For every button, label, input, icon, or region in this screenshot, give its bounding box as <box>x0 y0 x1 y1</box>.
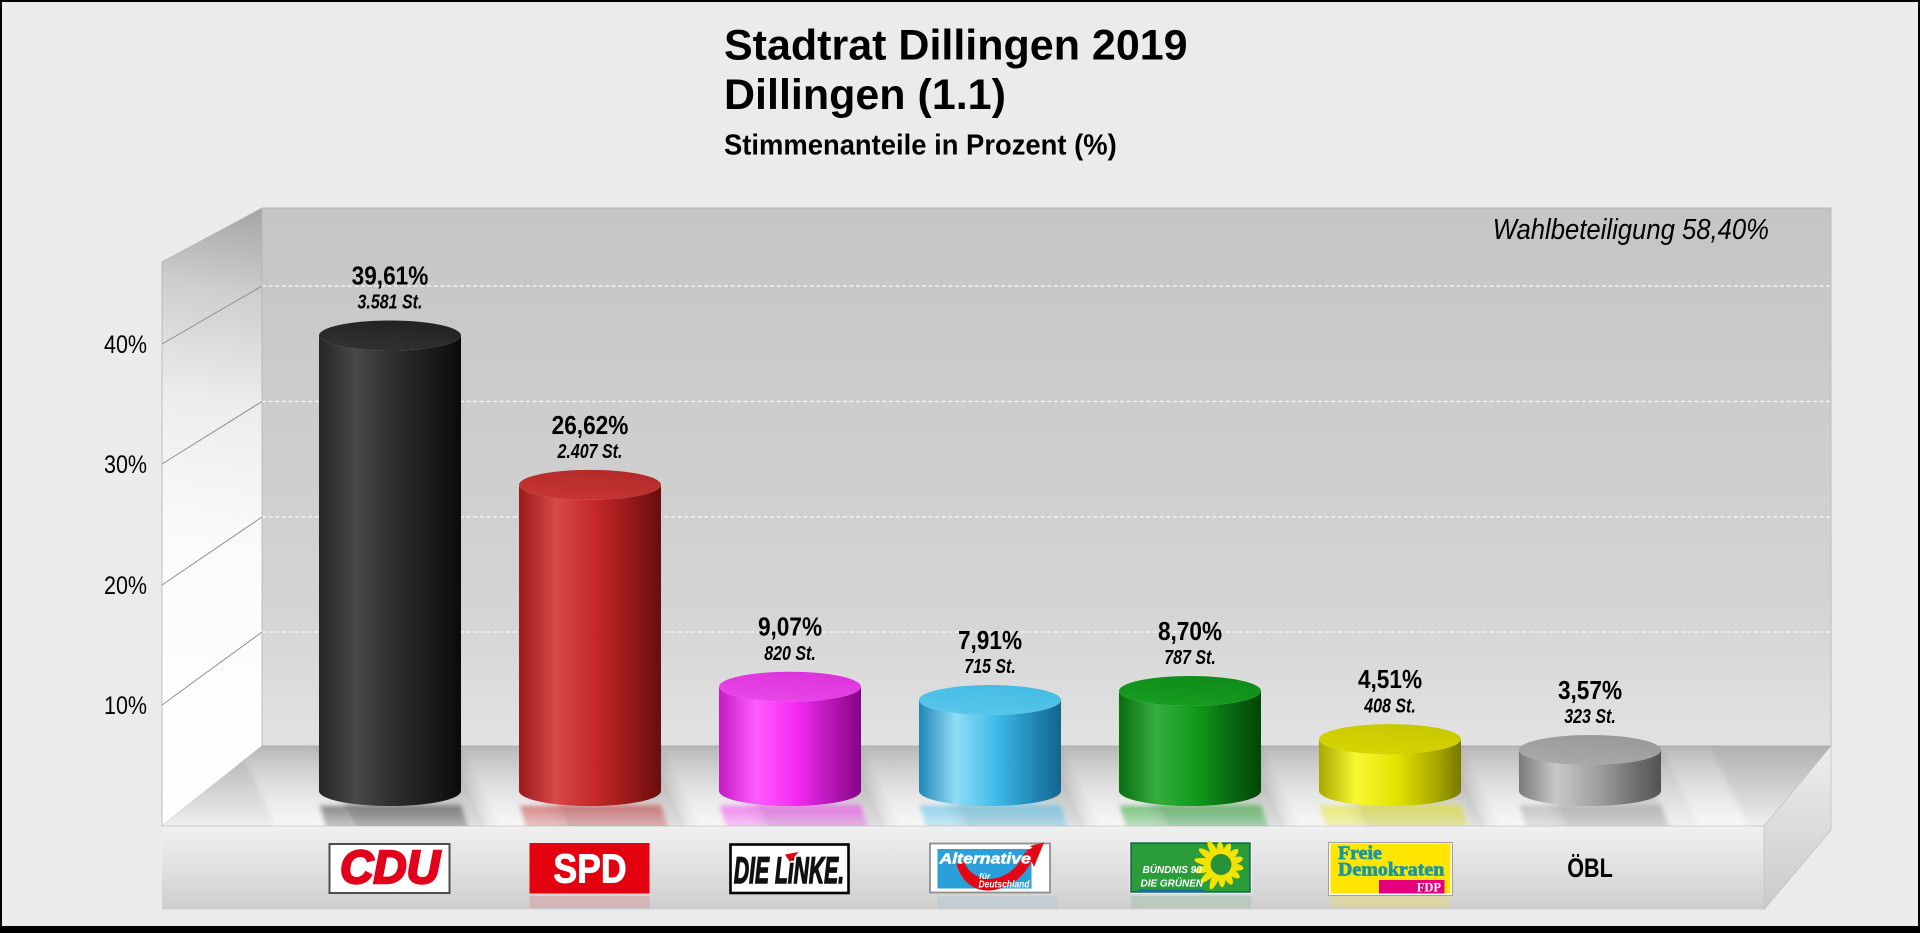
svg-text:4,51%: 4,51% <box>1358 666 1422 695</box>
svg-text:DIE GRÜNEN: DIE GRÜNEN <box>1141 876 1204 889</box>
svg-text:40%: 40% <box>104 330 147 358</box>
svg-text:2.407 St.: 2.407 St. <box>557 440 623 462</box>
svg-text:20%: 20% <box>104 571 147 599</box>
svg-text:Freie: Freie <box>1338 843 1382 863</box>
svg-text:Alternative: Alternative <box>938 851 1030 867</box>
svg-text:ÖBL: ÖBL <box>1567 854 1613 884</box>
svg-text:Dillingen (1.1): Dillingen (1.1) <box>724 71 1006 119</box>
svg-text:FDP: FDP <box>1417 881 1442 895</box>
svg-text:7,91%: 7,91% <box>958 626 1022 655</box>
svg-text:9,07%: 9,07% <box>758 613 822 642</box>
svg-text:Demokraten: Demokraten <box>1338 860 1444 880</box>
svg-text:8,70%: 8,70% <box>1158 617 1222 646</box>
svg-text:3,57%: 3,57% <box>1558 676 1622 705</box>
svg-text:715 St.: 715 St. <box>964 656 1016 678</box>
svg-text:408 St.: 408 St. <box>1363 695 1415 717</box>
svg-text:SPD: SPD <box>553 846 626 892</box>
svg-text:39,61%: 39,61% <box>352 262 429 291</box>
svg-text:10%: 10% <box>104 691 147 719</box>
svg-text:787 St.: 787 St. <box>1164 647 1216 669</box>
svg-text:für: für <box>979 871 991 881</box>
svg-text:Stadtrat Dillingen 2019: Stadtrat Dillingen 2019 <box>724 21 1188 69</box>
svg-text:3.581 St.: 3.581 St. <box>358 291 423 313</box>
svg-text:CDU: CDU <box>340 841 441 893</box>
svg-text:Stimmenanteile in Prozent (%): Stimmenanteile in Prozent (%) <box>724 128 1117 161</box>
svg-text:26,62%: 26,62% <box>552 411 629 440</box>
svg-text:Wahlbeteiligung 58,40%: Wahlbeteiligung 58,40% <box>1493 213 1769 246</box>
svg-text:BÜNDNIS 90: BÜNDNIS 90 <box>1143 863 1203 876</box>
svg-text:323 St.: 323 St. <box>1564 705 1616 727</box>
svg-text:30%: 30% <box>104 450 147 478</box>
svg-text:Deutschland: Deutschland <box>979 879 1030 890</box>
svg-text:820 St.: 820 St. <box>764 642 816 664</box>
